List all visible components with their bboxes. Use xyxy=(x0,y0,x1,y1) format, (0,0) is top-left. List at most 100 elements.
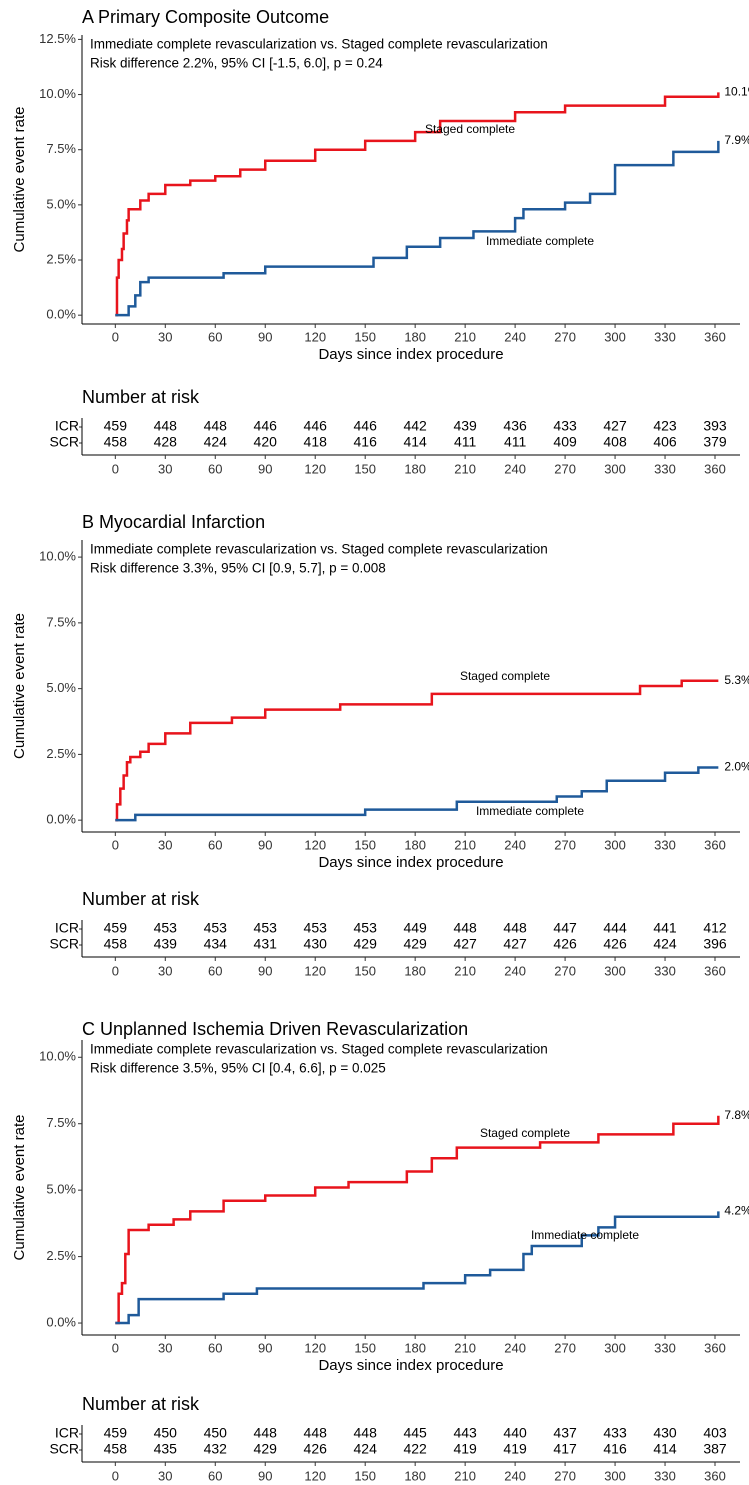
risk-x-tick-label: 270 xyxy=(554,461,576,476)
risk-count: 416 xyxy=(603,1441,627,1457)
x-tick-label: 300 xyxy=(604,329,626,344)
x-tick-label: 180 xyxy=(404,837,426,852)
risk-count: 458 xyxy=(104,434,128,450)
risk-count: 429 xyxy=(403,936,427,952)
risk-count: 448 xyxy=(354,1425,378,1441)
risk-count: 427 xyxy=(603,418,627,434)
risk-count: 426 xyxy=(603,936,627,952)
risk-row-name: ICR xyxy=(55,920,79,936)
risk-x-tick-label: 240 xyxy=(504,1468,526,1483)
risk-count: 453 xyxy=(304,920,328,936)
risk-x-tick-label: 120 xyxy=(304,963,326,978)
risk-count: 424 xyxy=(354,1441,378,1457)
y-tick-label: 7.5% xyxy=(46,1115,76,1130)
x-tick-label: 210 xyxy=(454,1340,476,1355)
risk-x-tick-label: 330 xyxy=(654,1468,676,1483)
risk-x-tick-label: 240 xyxy=(504,461,526,476)
risk-count: 439 xyxy=(154,936,178,952)
x-tick-label: 120 xyxy=(304,1340,326,1355)
curve-label: Staged complete xyxy=(480,1126,570,1140)
risk-count: 453 xyxy=(254,920,278,936)
x-tick-label: 90 xyxy=(258,837,272,852)
risk-count: 406 xyxy=(653,434,677,450)
risk-count: 458 xyxy=(104,936,128,952)
x-tick-label: 360 xyxy=(704,837,726,852)
risk-count: 414 xyxy=(403,434,427,450)
y-tick-label: 5.0% xyxy=(46,680,76,695)
risk-x-tick-label: 90 xyxy=(258,461,272,476)
risk-x-tick-label: 240 xyxy=(504,963,526,978)
x-tick-label: 240 xyxy=(504,329,526,344)
x-axis-label: Days since index procedure xyxy=(318,346,503,363)
risk-count: 453 xyxy=(154,920,178,936)
risk-count: 428 xyxy=(154,434,178,450)
x-tick-label: 150 xyxy=(354,1340,376,1355)
risk-count: 408 xyxy=(603,434,627,450)
risk-count: 427 xyxy=(503,936,527,952)
y-tick-label: 0.0% xyxy=(46,1314,76,1329)
risk-count: 426 xyxy=(304,1441,328,1457)
risk-count: 409 xyxy=(553,434,577,450)
x-tick-label: 0 xyxy=(112,837,119,852)
y-axis-label: Cumulative event rate xyxy=(11,1115,28,1261)
risk-count: 423 xyxy=(653,418,677,434)
end-label: 5.3% xyxy=(724,673,749,687)
risk-x-tick-label: 90 xyxy=(258,1468,272,1483)
risk-x-tick-label: 150 xyxy=(354,1468,376,1483)
risk-count: 446 xyxy=(254,418,278,434)
risk-count: 434 xyxy=(204,936,228,952)
x-tick-label: 270 xyxy=(554,1340,576,1355)
y-tick-label: 10.0% xyxy=(39,86,76,101)
risk-x-tick-label: 30 xyxy=(158,963,172,978)
risk-count: 448 xyxy=(254,1425,278,1441)
annotation: Risk difference 3.5%, 95% CI [0.4, 6.6],… xyxy=(90,1061,386,1076)
risk-count: 448 xyxy=(503,920,527,936)
risk-row-name: SCR xyxy=(49,434,79,450)
curve-label: Immediate complete xyxy=(476,804,584,818)
x-tick-label: 90 xyxy=(258,329,272,344)
end-label: 7.8% xyxy=(724,1108,749,1122)
risk-x-tick-label: 300 xyxy=(604,461,626,476)
risk-x-tick-label: 360 xyxy=(704,963,726,978)
km-curve xyxy=(115,140,720,317)
y-tick-label: 2.5% xyxy=(46,251,76,266)
risk-count: 439 xyxy=(453,418,477,434)
annotation: Immediate complete revascularization vs.… xyxy=(90,37,548,52)
x-tick-label: 240 xyxy=(504,837,526,852)
end-label: 10.1% xyxy=(724,85,749,99)
risk-x-tick-label: 150 xyxy=(354,461,376,476)
risk-count: 436 xyxy=(503,418,527,434)
risk-x-tick-label: 30 xyxy=(158,1468,172,1483)
risk-count: 440 xyxy=(503,1425,527,1441)
y-tick-label: 2.5% xyxy=(46,746,76,761)
km-curve xyxy=(115,1115,720,1325)
chart-title: A Primary Composite Outcome xyxy=(82,7,329,27)
risk-x-tick-label: 270 xyxy=(554,963,576,978)
x-axis-label: Days since index procedure xyxy=(318,1357,503,1374)
km-curve xyxy=(115,679,719,822)
x-tick-label: 330 xyxy=(654,1340,676,1355)
risk-count: 437 xyxy=(553,1425,577,1441)
risk-count: 422 xyxy=(403,1441,427,1457)
risk-count: 445 xyxy=(403,1425,427,1441)
risk-x-tick-label: 120 xyxy=(304,461,326,476)
risk-x-tick-label: 300 xyxy=(604,963,626,978)
y-tick-label: 10.0% xyxy=(39,1049,76,1064)
x-tick-label: 90 xyxy=(258,1340,272,1355)
risk-x-tick-label: 0 xyxy=(112,963,119,978)
risk-count: 403 xyxy=(703,1425,727,1441)
risk-count: 432 xyxy=(204,1441,228,1457)
risk-row-name: SCR xyxy=(49,936,79,952)
risk-count: 387 xyxy=(703,1441,727,1457)
curve-label: Staged complete xyxy=(425,122,515,136)
km-curve xyxy=(115,1211,720,1325)
km-curve xyxy=(115,766,719,822)
risk-count: 430 xyxy=(304,936,328,952)
risk-count: 393 xyxy=(703,418,727,434)
end-label: 4.2% xyxy=(724,1204,749,1218)
risk-x-tick-label: 210 xyxy=(454,1468,476,1483)
x-tick-label: 150 xyxy=(354,837,376,852)
x-tick-label: 30 xyxy=(158,1340,172,1355)
risk-count: 429 xyxy=(354,936,378,952)
